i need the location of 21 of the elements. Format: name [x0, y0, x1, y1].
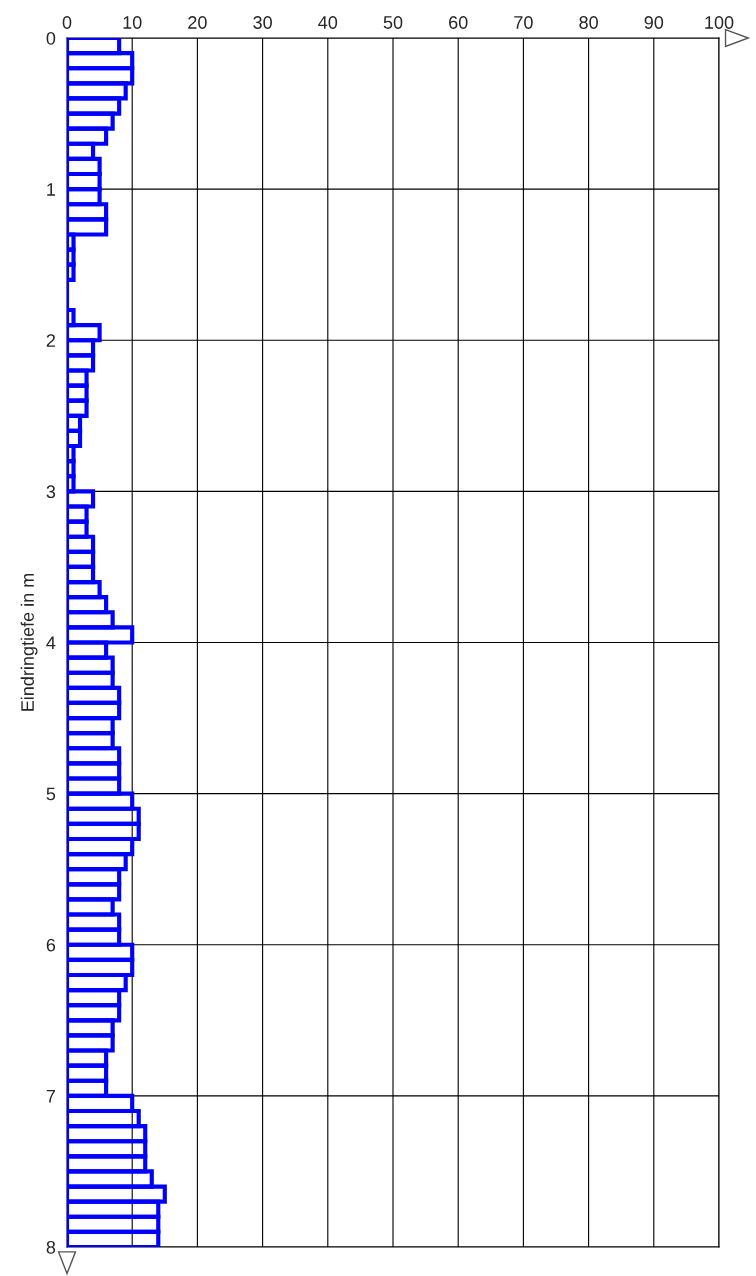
x-tick-label: 90: [644, 16, 664, 29]
x-tick-label: 60: [449, 16, 468, 29]
x-tick-label: 0: [62, 16, 72, 29]
x-tick-label: 100: [705, 16, 734, 29]
y-tick-label: 4: [46, 636, 56, 650]
y-axis-title: Eindringtiefe in m: [20, 573, 38, 711]
x-tick-label: 80: [579, 16, 598, 29]
y-tick-label: 3: [46, 485, 56, 499]
x-tick-label: 50: [383, 16, 403, 29]
x-tick-label: 30: [253, 16, 272, 29]
y-tick-label: 2: [46, 334, 55, 347]
y-tick-label: 0: [46, 31, 56, 45]
y-tick-label: 6: [46, 938, 56, 952]
y-tick-label: 1: [47, 183, 56, 196]
y-tick-label: 7: [46, 1090, 55, 1103]
x-tick-label: 70: [514, 16, 533, 29]
x-tick-label: 40: [318, 16, 338, 29]
y-tick-label: 5: [46, 787, 56, 801]
x-tick-label: 10: [123, 16, 142, 29]
x-tick-label: 20: [188, 16, 207, 29]
y-tick-label: 8: [46, 1240, 56, 1254]
